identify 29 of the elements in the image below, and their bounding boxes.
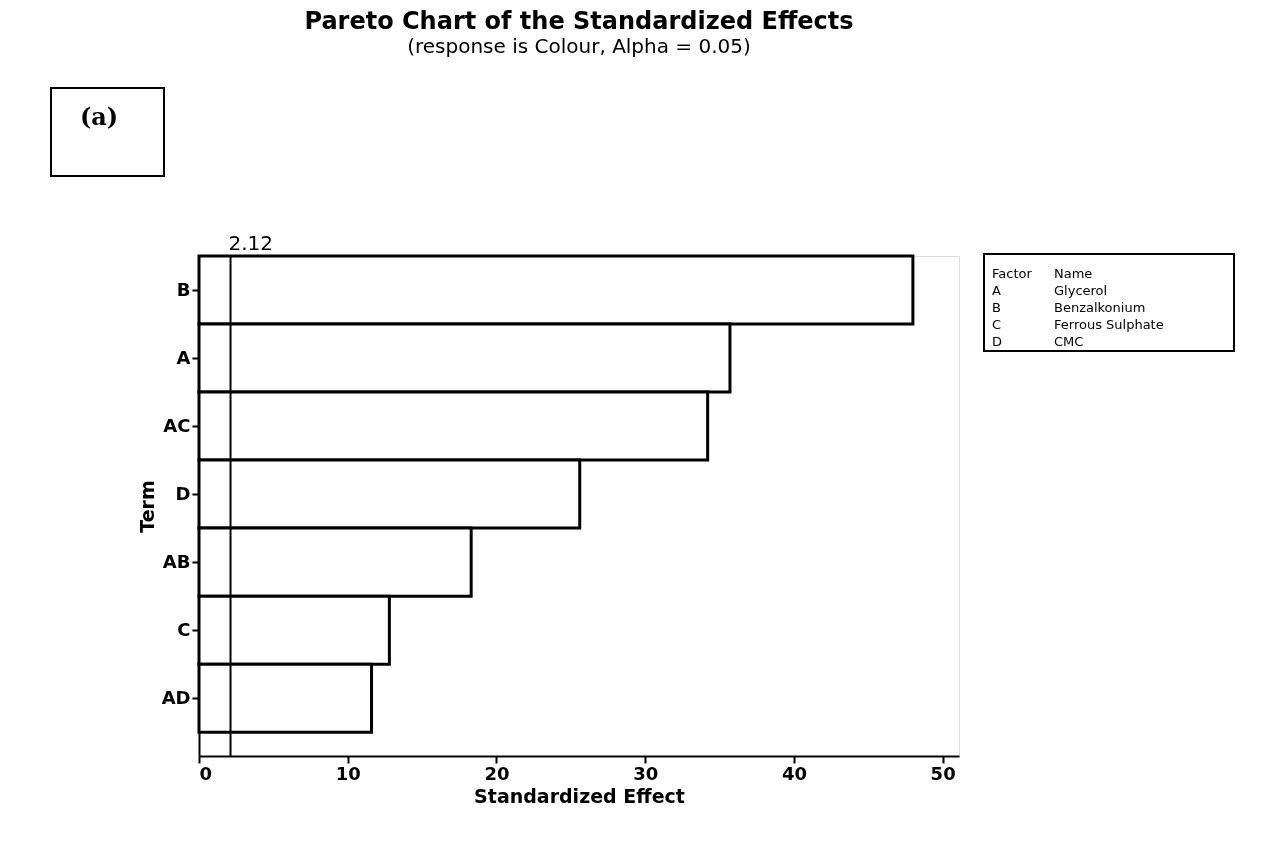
- text: CMC: [1054, 334, 1084, 349]
- x-tick-label: 20: [484, 762, 510, 784]
- text: Factor: [992, 266, 1033, 281]
- text: A: [992, 283, 1001, 298]
- x-tick-label: 0: [199, 762, 213, 784]
- ref-line-label: 2.12: [228, 231, 274, 255]
- text: Glycerol: [1054, 283, 1108, 298]
- y-tick-label: AC: [163, 414, 191, 436]
- y-tick-label: D: [175, 482, 191, 504]
- y-tick-label: AD: [161, 686, 191, 708]
- text: Benzalkonium: [1054, 300, 1146, 315]
- text: B: [992, 300, 1001, 315]
- y-axis-title: Term: [135, 480, 158, 533]
- y-tick-label: A: [176, 346, 191, 368]
- text: Ferrous Sulphate: [1054, 317, 1164, 332]
- x-tick-label: 50: [930, 762, 956, 784]
- chart-subtitle: (response is Colour, Alpha = 0.05): [407, 34, 751, 58]
- x-tick-label: 10: [335, 762, 361, 784]
- text: (a): [79, 102, 119, 131]
- y-tick-label: C: [177, 618, 191, 640]
- text: Name: [1054, 266, 1093, 281]
- y-tick-label: AB: [162, 550, 191, 572]
- x-tick-label: 30: [633, 762, 659, 784]
- x-tick-label: 40: [781, 762, 807, 784]
- text: C: [992, 317, 1002, 332]
- x-axis-title: Standardized Effect: [474, 784, 685, 807]
- chart-title: Pareto Chart of the Standardized Effects: [304, 7, 854, 35]
- y-tick-label: B: [176, 278, 191, 300]
- text: D: [992, 334, 1003, 349]
